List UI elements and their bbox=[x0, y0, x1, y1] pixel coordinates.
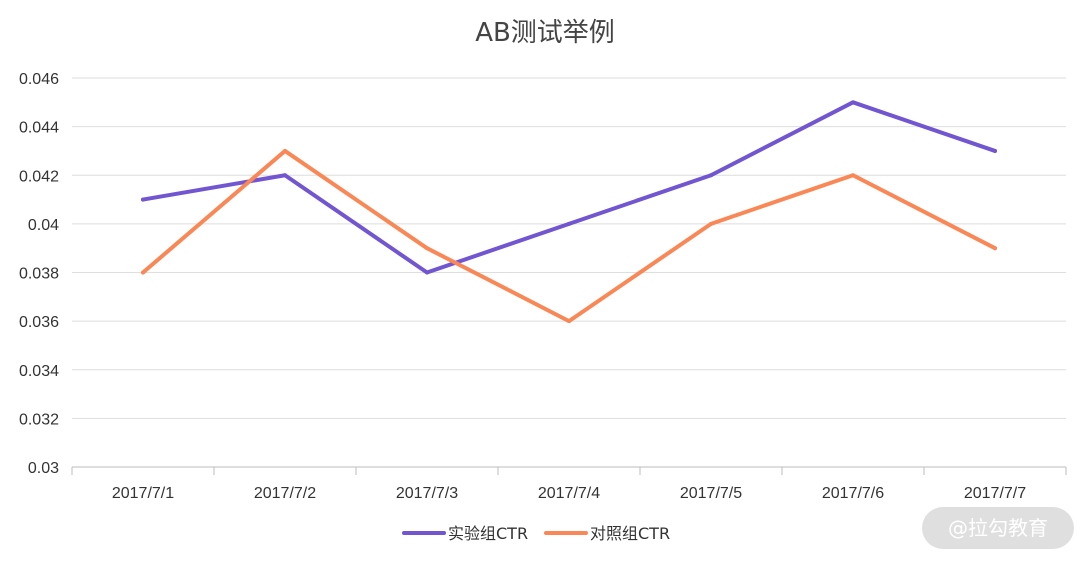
gridlines bbox=[72, 77, 1066, 468]
data-point bbox=[709, 221, 713, 226]
data-point bbox=[141, 197, 145, 202]
y-tick-label: 0.032 bbox=[19, 411, 59, 428]
data-point bbox=[993, 148, 997, 153]
series-line-1 bbox=[141, 100, 997, 275]
data-point bbox=[851, 173, 855, 178]
x-tick-label: 2017/7/1 bbox=[112, 485, 174, 502]
x-tick-label: 2017/7/7 bbox=[964, 485, 1026, 502]
x-tick-label: 2017/7/4 bbox=[538, 485, 600, 502]
x-axis: 2017/7/1 2017/7/2 2017/7/3 2017/7/4 2017/7/5… bbox=[71, 467, 1067, 502]
watermark-text: @拉勾教育 bbox=[948, 516, 1048, 540]
x-tick-label: 2017/7/3 bbox=[396, 485, 458, 502]
y-tick-label: 0.046 bbox=[19, 71, 59, 88]
y-tick-label: 0.044 bbox=[19, 120, 59, 137]
x-tick-label: 2017/7/6 bbox=[822, 485, 884, 502]
chart-title: AB测试举例 bbox=[475, 18, 615, 48]
y-tick-label: 0.03 bbox=[28, 460, 59, 477]
legend-label: 对照组CTR bbox=[590, 524, 670, 543]
watermark: @拉勾教育 bbox=[922, 507, 1074, 549]
legend-label: 实验组CTR bbox=[448, 524, 528, 543]
watermark-badge bbox=[922, 507, 1074, 549]
data-point bbox=[709, 173, 713, 178]
data-point bbox=[141, 270, 145, 275]
data-point bbox=[567, 319, 571, 324]
data-point bbox=[283, 173, 287, 178]
y-tick-label: 0.036 bbox=[19, 314, 59, 331]
data-point bbox=[425, 246, 429, 251]
data-point bbox=[425, 270, 429, 275]
x-tick-label: 2017/7/2 bbox=[254, 485, 316, 502]
y-tick-label: 0.042 bbox=[19, 168, 59, 185]
x-tick-label: 2017/7/5 bbox=[680, 485, 742, 502]
data-point bbox=[993, 246, 997, 251]
data-point bbox=[283, 148, 287, 153]
y-axis: 0.03 0.032 0.034 0.036 0.038 0.04 0.042 0.044 0.… bbox=[19, 71, 59, 477]
data-point bbox=[567, 221, 571, 226]
data-point bbox=[851, 100, 855, 105]
plot-area bbox=[141, 100, 997, 324]
y-tick-label: 0.034 bbox=[19, 363, 59, 380]
y-tick-label: 0.04 bbox=[28, 217, 59, 234]
y-tick-label: 0.038 bbox=[19, 266, 59, 283]
legend: 实验组CTR 对照组CTR bbox=[402, 524, 670, 543]
